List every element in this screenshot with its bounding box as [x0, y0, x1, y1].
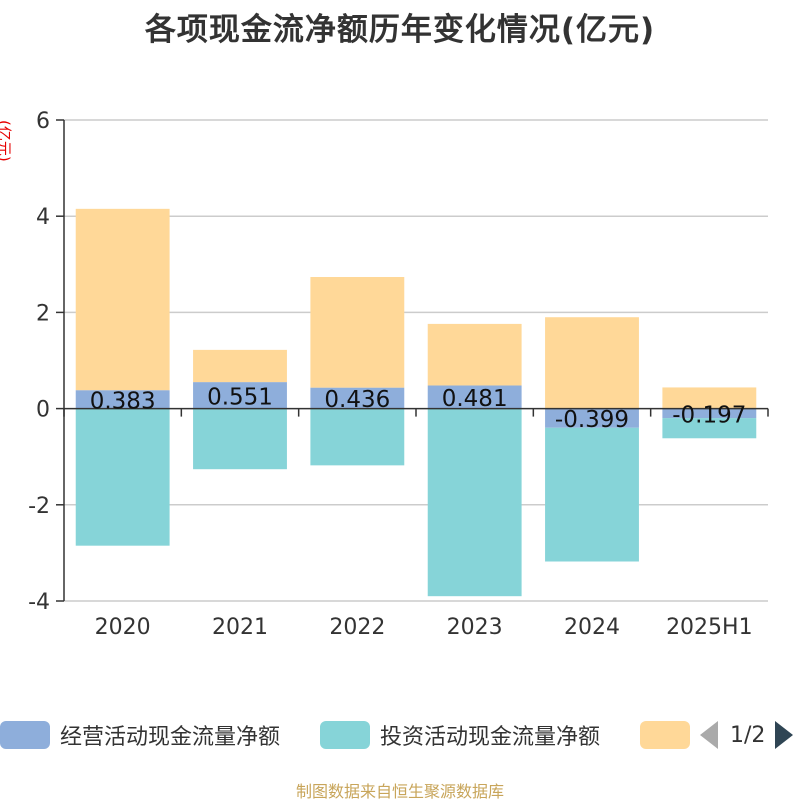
legend-swatch-investing [320, 721, 370, 749]
bar-2022-series-2 [310, 276, 405, 388]
bar-2025H1-series-2 [662, 387, 757, 409]
y-tick-label: 2 [36, 301, 50, 326]
bar-2024-series-1 [545, 427, 639, 562]
x-tick-label: 2023 [447, 615, 503, 640]
bar-2021-series-0 [193, 382, 287, 409]
bar-2020-series-0 [75, 390, 170, 409]
bar-2025H1-series-1 [662, 418, 757, 439]
legend-label-investing: 投资活动现金流量净额 [380, 725, 601, 750]
y-tick-label: -2 [28, 494, 50, 519]
legend-item-third[interactable] [640, 720, 690, 750]
source-note: 制图数据来自恒生聚源数据库 [295, 782, 504, 800]
x-tick-label: 2024 [564, 615, 620, 640]
pager-prev-icon[interactable] [700, 721, 718, 749]
legend-swatch-third [640, 721, 690, 749]
data-label-2024: -0.399 [555, 407, 629, 433]
bar-2023-series-0 [427, 385, 522, 409]
data-label-2025H1: -0.197 [672, 402, 746, 428]
y-tick-label: -4 [28, 590, 50, 615]
legend: 经营活动现金流量净额 投资活动现金流量净额 1/2 [0, 716, 800, 756]
bar-2025H1-series-0 [662, 408, 757, 419]
bar-layer [75, 208, 757, 597]
x-tick-label: 2020 [95, 615, 151, 640]
chart-title: 各项现金流净额历年变化情况(亿元) [144, 12, 656, 48]
bar-2022-series-0 [310, 387, 405, 409]
x-tick-label: 2025H1 [666, 615, 753, 640]
data-label-2022: 0.436 [324, 387, 390, 413]
data-label-2021: 0.551 [207, 384, 273, 410]
bar-2024-series-0 [545, 408, 639, 428]
y-tick-label: 4 [36, 205, 50, 230]
bar-2021-series-1 [193, 408, 287, 470]
bar-2023-series-2 [427, 323, 522, 386]
y-tick-label: 0 [36, 398, 50, 423]
data-label-2020: 0.383 [90, 388, 156, 414]
legend-item-operating[interactable]: 经营活动现金流量净额 [0, 720, 280, 750]
pager-text: 1/2 [730, 722, 766, 748]
bar-2023-series-1 [427, 408, 522, 597]
bar-2021-series-2 [193, 349, 287, 383]
data-label-2023: 0.481 [442, 386, 508, 412]
bar-2024-series-2 [545, 317, 639, 409]
pager-next-icon[interactable] [775, 721, 794, 749]
legend-pager: 1/2 [700, 718, 794, 752]
axis-layer: 6 4 2 0 -2 -4 [28, 109, 769, 615]
bar-2020-series-1 [75, 408, 170, 546]
bar-2022-series-1 [310, 408, 405, 466]
legend-label-operating: 经营活动现金流量净额 [60, 725, 281, 750]
bar-2020-series-2 [75, 208, 170, 391]
label-layer: 2020 2021 2022 2023 2024 2025H1 0.383 0.551 0.43… [90, 384, 753, 640]
legend-item-investing[interactable]: 投资活动现金流量净额 [320, 720, 600, 750]
x-tick-label: 2022 [329, 615, 385, 640]
legend-swatch-operating [0, 721, 50, 749]
x-tick-label: 2021 [212, 615, 268, 640]
grid-layer [64, 119, 768, 602]
y-axis-unit-label: (亿元) [0, 120, 13, 162]
y-tick-label: 6 [36, 109, 50, 134]
